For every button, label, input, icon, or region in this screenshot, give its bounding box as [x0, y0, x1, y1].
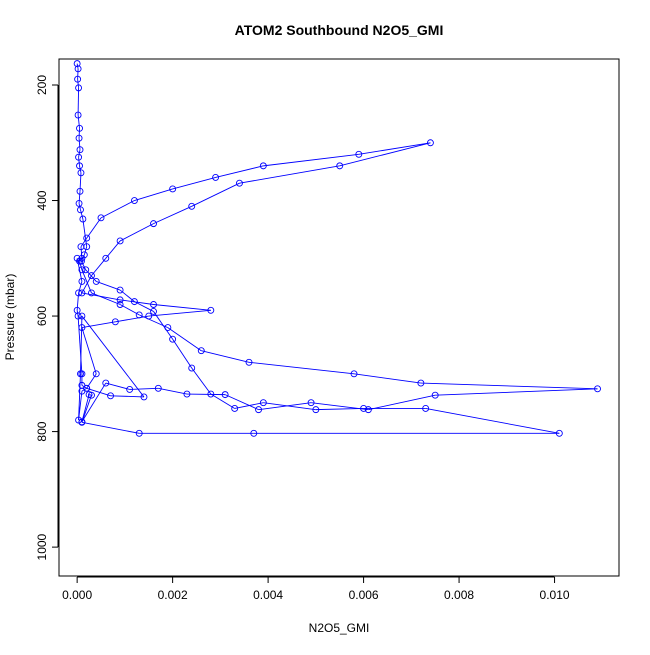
chart-title: ATOM2 Southbound N2O5_GMI [235, 22, 444, 38]
x-tick-label: 0.002 [158, 588, 188, 602]
x-tick-label: 0.006 [349, 588, 379, 602]
x-tick-label: 0.008 [444, 588, 474, 602]
y-tick-label: 200 [35, 75, 49, 95]
y-axis-label: Pressure (mbar) [3, 274, 17, 361]
y-tick-label: 600 [35, 306, 49, 326]
x-axis-label: N2O5_GMI [309, 621, 370, 635]
series-line-segment [187, 394, 225, 395]
y-tick-label: 1000 [35, 533, 49, 560]
y-tick-label: 800 [35, 421, 49, 441]
x-tick-label: 0.010 [540, 588, 570, 602]
x-tick-label: 0.000 [62, 588, 92, 602]
x-tick-label: 0.004 [253, 588, 283, 602]
y-tick-label: 400 [35, 190, 49, 210]
